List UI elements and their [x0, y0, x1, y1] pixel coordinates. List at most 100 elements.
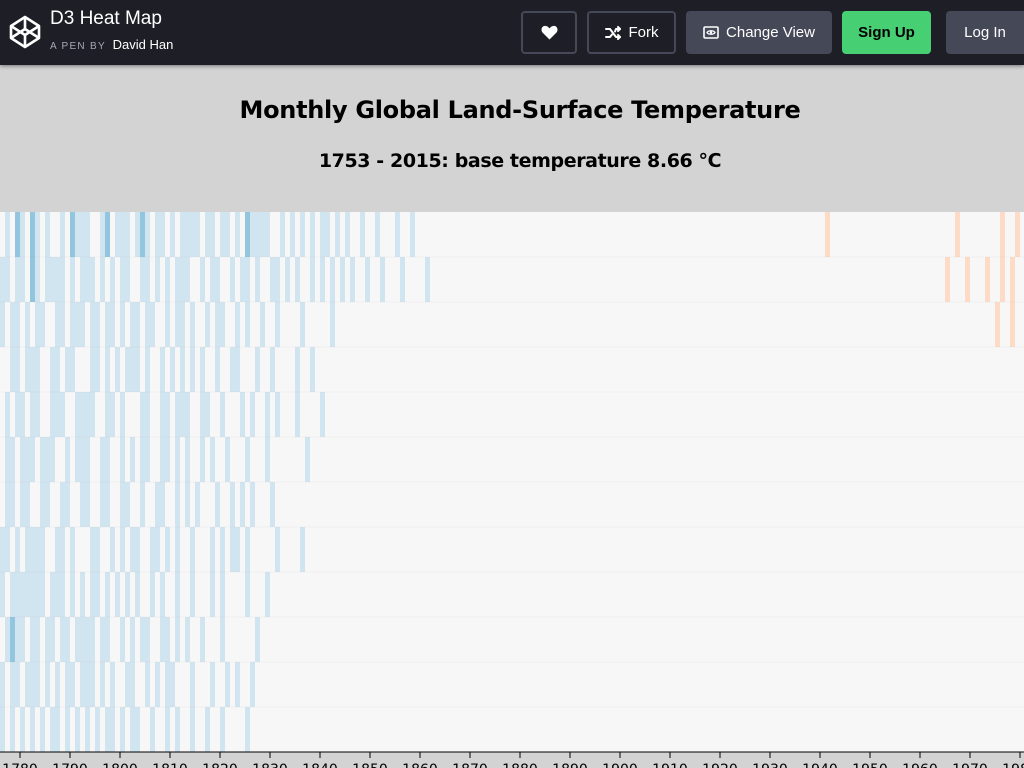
heat-cell[interactable] — [590, 257, 596, 302]
heat-cell[interactable] — [10, 437, 16, 482]
fork-button[interactable]: Fork — [587, 11, 676, 54]
heat-cell[interactable] — [280, 482, 286, 527]
heat-cell[interactable] — [460, 617, 466, 662]
heat-cell[interactable] — [895, 482, 901, 527]
heat-cell[interactable] — [930, 482, 936, 527]
heat-cell[interactable] — [685, 212, 691, 257]
heat-cell[interactable] — [170, 257, 176, 302]
heat-cell[interactable] — [665, 482, 671, 527]
heat-cell[interactable] — [330, 617, 336, 662]
heat-cell[interactable] — [215, 482, 221, 527]
heat-cell[interactable] — [255, 437, 261, 482]
heat-cell[interactable] — [375, 482, 381, 527]
heat-cell[interactable] — [360, 707, 366, 752]
heat-cell[interactable] — [280, 437, 286, 482]
heat-cell[interactable] — [730, 302, 736, 347]
heat-cell[interactable] — [710, 257, 716, 302]
heat-cell[interactable] — [55, 617, 61, 662]
heat-cell[interactable] — [70, 257, 76, 302]
heat-cell[interactable] — [870, 617, 876, 662]
heat-cell[interactable] — [130, 707, 136, 752]
heat-cell[interactable] — [535, 392, 541, 437]
heat-cell[interactable] — [330, 707, 336, 752]
heat-cell[interactable] — [865, 257, 871, 302]
heat-cell[interactable] — [560, 302, 566, 347]
heat-cell[interactable] — [715, 347, 721, 392]
heat-cell[interactable] — [605, 482, 611, 527]
heat-cell[interactable] — [475, 392, 481, 437]
heat-cell[interactable] — [850, 527, 856, 572]
heat-cell[interactable] — [325, 257, 331, 302]
heat-cell[interactable] — [385, 527, 391, 572]
heat-cell[interactable] — [960, 617, 966, 662]
heat-cell[interactable] — [895, 392, 901, 437]
heat-cell[interactable] — [440, 707, 446, 752]
heat-cell[interactable] — [415, 707, 421, 752]
heat-cell[interactable] — [585, 572, 591, 617]
heat-cell[interactable] — [570, 617, 576, 662]
heat-cell[interactable] — [840, 527, 846, 572]
heat-cell[interactable] — [305, 212, 311, 257]
heat-cell[interactable] — [800, 482, 806, 527]
heat-cell[interactable] — [905, 392, 911, 437]
heat-cell[interactable] — [435, 257, 441, 302]
heat-cell[interactable] — [970, 572, 976, 617]
heat-cell[interactable] — [790, 212, 796, 257]
heat-cell[interactable] — [490, 347, 496, 392]
heat-cell[interactable] — [125, 617, 131, 662]
heat-cell[interactable] — [355, 482, 361, 527]
heat-cell[interactable] — [605, 437, 611, 482]
heat-cell[interactable] — [800, 662, 806, 707]
heat-cell[interactable] — [380, 527, 386, 572]
heat-cell[interactable] — [805, 482, 811, 527]
heat-cell[interactable] — [720, 662, 726, 707]
heat-cell[interactable] — [200, 572, 206, 617]
heat-cell[interactable] — [485, 212, 491, 257]
heat-cell[interactable] — [700, 662, 706, 707]
heat-cell[interactable] — [480, 347, 486, 392]
heat-cell[interactable] — [800, 437, 806, 482]
heat-cell[interactable] — [85, 347, 91, 392]
heat-cell[interactable] — [505, 482, 511, 527]
heat-cell[interactable] — [125, 302, 131, 347]
heat-cell[interactable] — [770, 482, 776, 527]
heat-cell[interactable] — [755, 482, 761, 527]
heat-cell[interactable] — [635, 347, 641, 392]
heat-cell[interactable] — [310, 482, 316, 527]
heat-cell[interactable] — [145, 302, 151, 347]
heat-cell[interactable] — [780, 617, 786, 662]
heat-cell[interactable] — [1000, 212, 1006, 257]
heat-cell[interactable] — [935, 572, 941, 617]
heat-cell[interactable] — [850, 392, 856, 437]
heat-cell[interactable] — [1010, 662, 1016, 707]
heat-cell[interactable] — [610, 527, 616, 572]
heat-cell[interactable] — [310, 212, 316, 257]
heat-cell[interactable] — [475, 527, 481, 572]
heat-cell[interactable] — [170, 302, 176, 347]
heat-cell[interactable] — [985, 707, 991, 752]
heat-cell[interactable] — [300, 617, 306, 662]
heat-cell[interactable] — [810, 347, 816, 392]
heat-cell[interactable] — [830, 437, 836, 482]
heat-cell[interactable] — [545, 437, 551, 482]
heat-cell[interactable] — [110, 572, 116, 617]
heat-cell[interactable] — [55, 392, 61, 437]
heat-cell[interactable] — [670, 212, 676, 257]
heat-cell[interactable] — [905, 707, 911, 752]
heat-cell[interactable] — [5, 257, 11, 302]
heat-cell[interactable] — [210, 527, 216, 572]
heat-cell[interactable] — [135, 662, 141, 707]
heat-cell[interactable] — [295, 212, 301, 257]
heat-cell[interactable] — [275, 392, 281, 437]
heat-cell[interactable] — [55, 347, 61, 392]
heat-cell[interactable] — [845, 662, 851, 707]
heat-cell[interactable] — [410, 257, 416, 302]
heat-cell[interactable] — [755, 617, 761, 662]
heat-cell[interactable] — [295, 302, 301, 347]
heat-cell[interactable] — [685, 662, 691, 707]
heat-cell[interactable] — [495, 527, 501, 572]
heat-cell[interactable] — [705, 392, 711, 437]
heat-cell[interactable] — [505, 347, 511, 392]
heat-cell[interactable] — [90, 347, 96, 392]
heat-cell[interactable] — [955, 572, 961, 617]
